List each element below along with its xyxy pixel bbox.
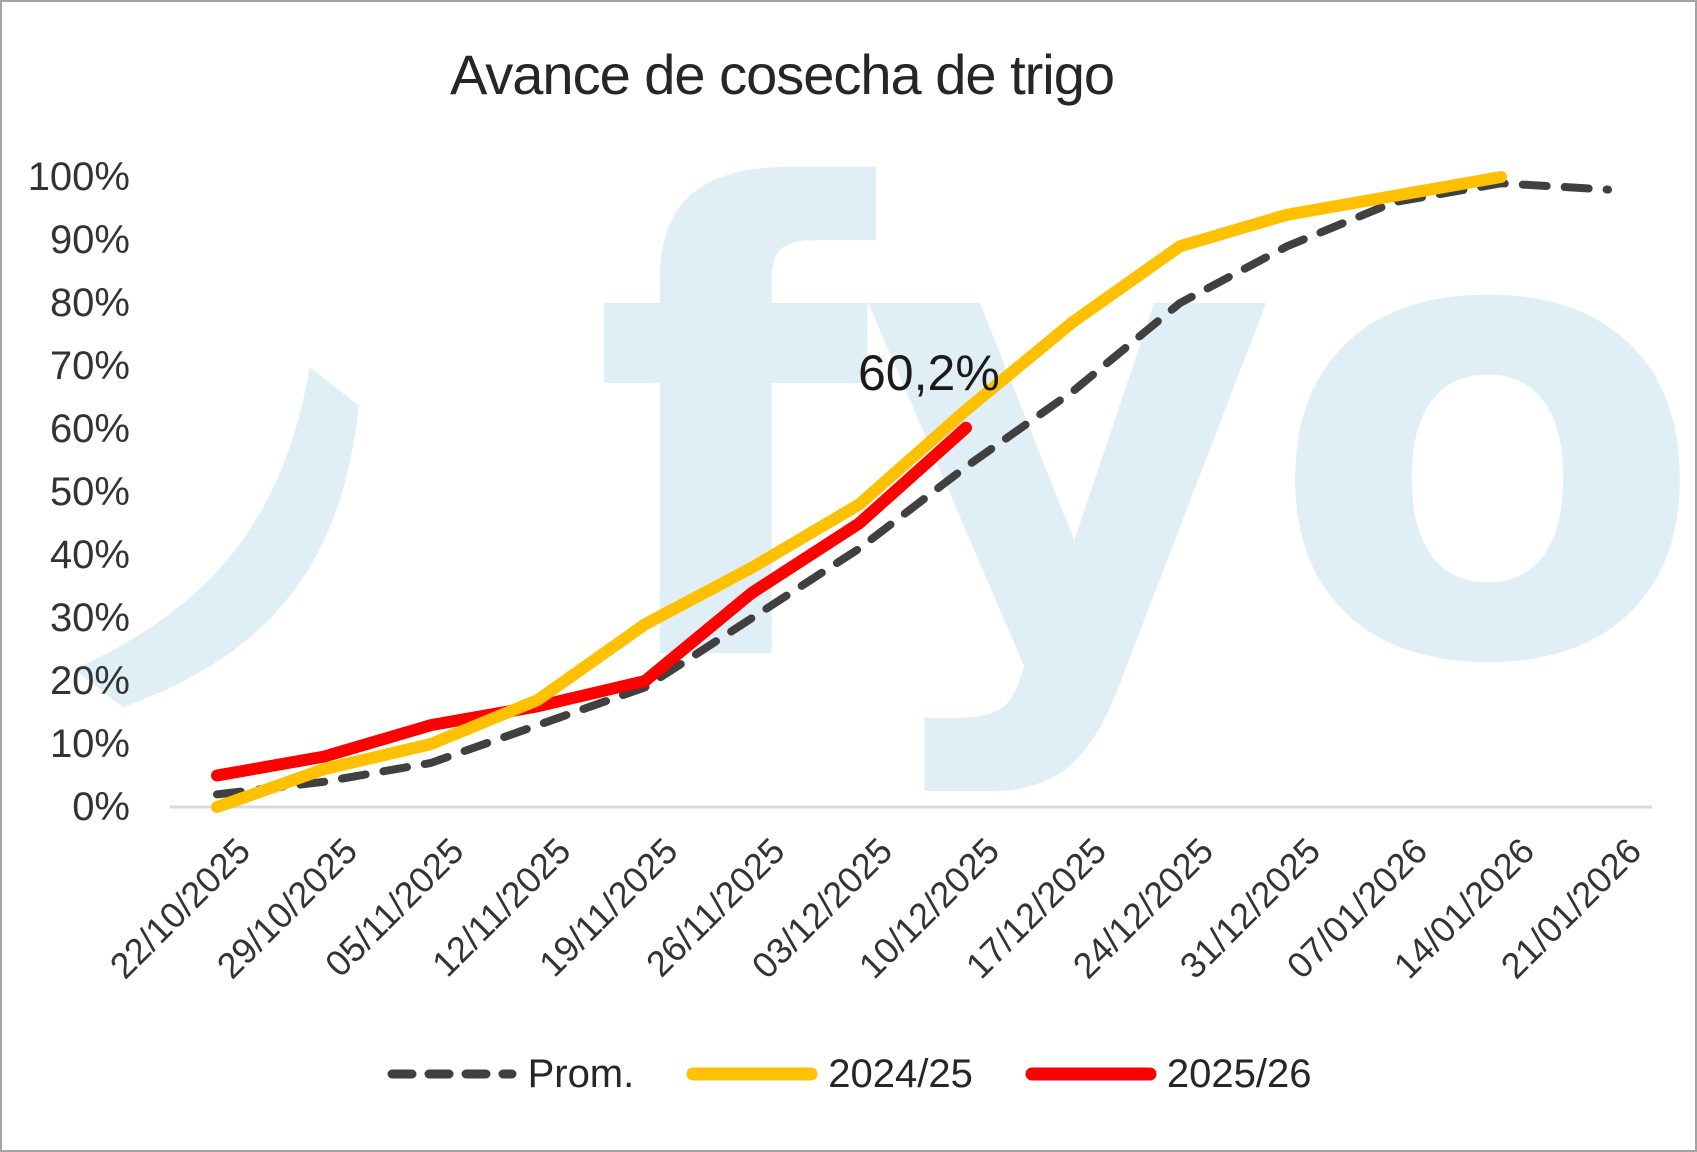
legend-item-prom: Prom. (386, 1052, 635, 1096)
data-label-60-2: 60,2% (858, 345, 1000, 401)
y-tick-label-60: 60% (49, 407, 130, 451)
y-tick-label-0: 0% (72, 785, 130, 829)
legend-dashed-line-swatch (387, 1069, 517, 1079)
legend-label-2024-25: 2024/25 (828, 1052, 973, 1096)
y-tick-label-10: 10% (49, 722, 130, 766)
legend: Prom. 2024/25 2025/26 (2, 1054, 1695, 1094)
legend-red-line-swatch (1025, 1067, 1157, 1081)
legend-item-2024-25: 2024/25 (686, 1054, 973, 1094)
legend-item-2025-26: 2025/26 (1025, 1052, 1312, 1096)
y-tick-label-50: 50% (49, 470, 130, 514)
y-tick-label-100: 100% (27, 155, 130, 199)
series-line-2024-25 (211, 171, 1507, 813)
legend-label-2025-26: 2025/26 (1166, 1052, 1312, 1096)
series-line-prom- (213, 179, 1612, 799)
y-tick-label-20: 20% (49, 659, 130, 703)
legend-yellow-line-swatch (686, 1067, 818, 1081)
y-tick-label-70: 70% (49, 344, 130, 388)
y-tick-label-80: 80% (49, 281, 130, 325)
y-tick-label-30: 30% (49, 596, 130, 640)
y-tick-label-40: 40% (49, 533, 130, 577)
series-line-2025-26 (211, 421, 972, 782)
y-tick-label-90: 90% (49, 218, 130, 262)
chart-title: Avance de cosecha de trigo (449, 43, 1115, 106)
legend-label-prom: Prom. (527, 1052, 635, 1096)
